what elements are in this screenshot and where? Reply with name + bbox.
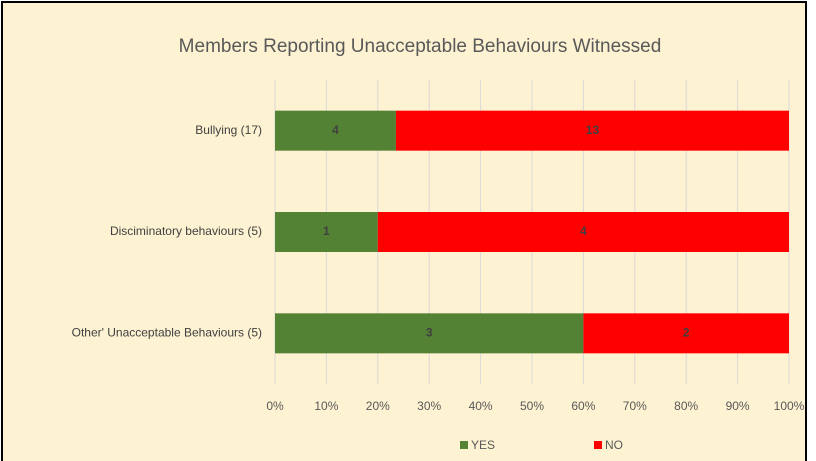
bar-segment <box>377 212 789 252</box>
y-tick-label: Other' Unacceptable Behaviours (5) <box>72 326 262 340</box>
bar-segment <box>275 212 378 252</box>
legend-label: YES <box>471 438 495 452</box>
x-tick-label: 20% <box>366 399 390 413</box>
data-label: 4 <box>580 224 587 238</box>
legend-swatch <box>594 441 602 449</box>
bar-segment <box>583 313 789 354</box>
y-tick-label: Disciminatory behaviours (5) <box>110 224 262 238</box>
bar-segment <box>275 313 584 354</box>
x-tick-label: 10% <box>314 399 338 413</box>
data-label: 13 <box>586 123 600 137</box>
data-label: 1 <box>323 224 330 238</box>
x-tick-label: 90% <box>726 399 750 413</box>
data-label: 2 <box>683 326 690 340</box>
y-tick-label: Bullying (17) <box>195 123 262 137</box>
x-tick-label: 50% <box>520 399 544 413</box>
x-tick-label: 80% <box>674 399 698 413</box>
chart-title: Members Reporting Unacceptable Behaviour… <box>179 36 662 57</box>
bar-segment <box>395 110 789 151</box>
x-tick-label: 70% <box>623 399 647 413</box>
x-tick-label: 0% <box>266 399 284 413</box>
data-label: 4 <box>332 123 339 137</box>
x-tick-label: 30% <box>417 399 441 413</box>
data-label: 3 <box>426 326 433 340</box>
x-tick-label: 100% <box>774 399 805 413</box>
x-tick-label: 40% <box>469 399 493 413</box>
x-tick-label: 60% <box>571 399 595 413</box>
legend-label: NO <box>605 438 623 452</box>
legend-swatch <box>460 441 468 449</box>
bar-segment <box>275 110 396 151</box>
